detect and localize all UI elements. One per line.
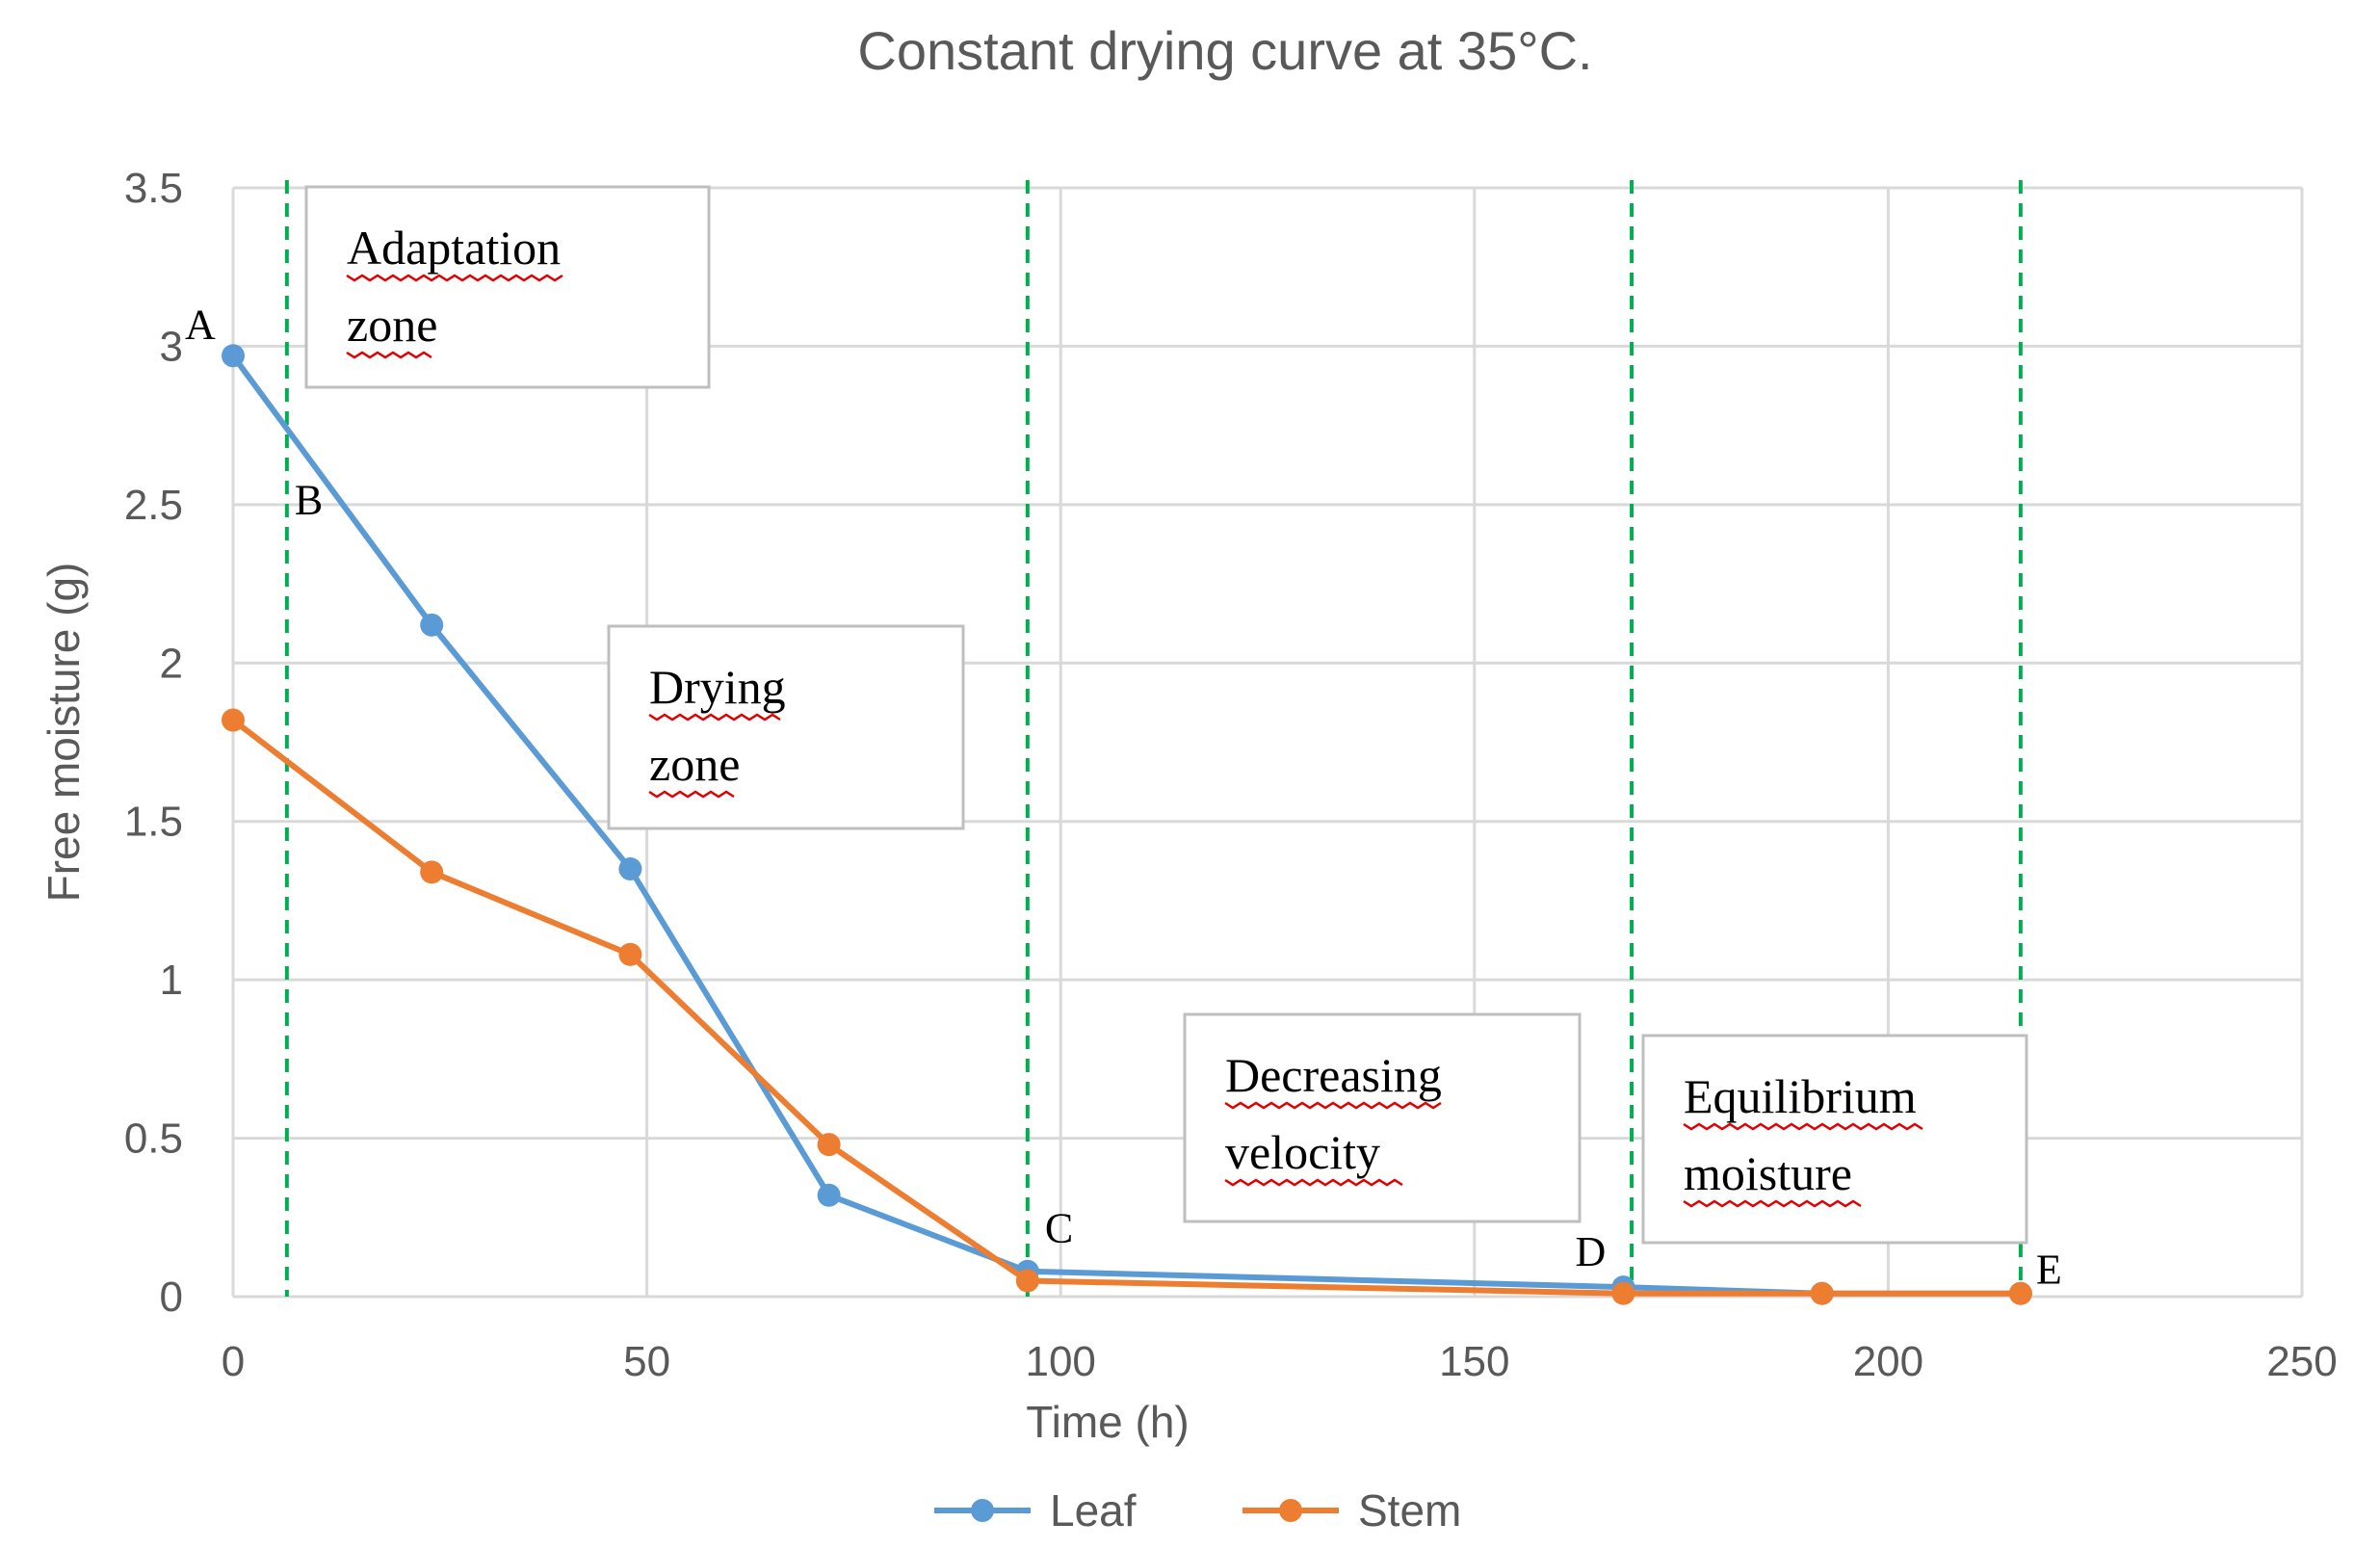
zone-box-frame: [1641, 1034, 2028, 1245]
zone-box-frame: [1183, 1012, 1582, 1223]
zone-label-line: Equilibrium: [1684, 1069, 1917, 1123]
x-tick-label: 200: [1853, 1338, 1923, 1385]
data-point-stem: [1611, 1281, 1635, 1305]
x-tick-label: 50: [623, 1338, 670, 1385]
legend-label: Stem: [1358, 1485, 1461, 1536]
zone-annotations: Adaptation zone Drying zone Decreasing veloci…: [304, 185, 2028, 1245]
y-tick-label: 1.5: [124, 799, 183, 846]
x-tick-label: 0: [222, 1338, 245, 1385]
zone-box-equilibrium: Equilibrium moisture: [1641, 1034, 2028, 1245]
zone-box-drying: Drying zone: [607, 624, 965, 830]
point-label-b: B: [295, 477, 323, 524]
axes: 0 0.5 1 1.5 2 2.5 3 3.5 0 50 100 150 200 250: [124, 165, 2338, 1385]
data-point-stem: [2008, 1281, 2032, 1305]
point-labels: A B C D E: [185, 301, 2062, 1293]
data-point-leaf: [618, 857, 642, 881]
x-tick-label: 100: [1025, 1338, 1095, 1385]
series-stem: [222, 708, 2032, 1305]
point-label-a: A: [185, 301, 216, 348]
y-tick-label: 3: [160, 323, 183, 370]
y-tick-label: 2: [160, 640, 183, 687]
zone-box-adaptation: Adaptation zone: [304, 185, 711, 389]
point-label-d: D: [1575, 1228, 1606, 1275]
point-label-c: C: [1045, 1205, 1073, 1252]
chart-title: Constant drying curve at 35°C.: [857, 20, 1592, 81]
spellcheck-underline: [1224, 1178, 1403, 1187]
data-point-stem: [420, 860, 444, 884]
zone-box-frame: [607, 624, 965, 830]
spellcheck-underline: [648, 713, 781, 722]
legend[interactable]: Leaf Stem: [934, 1485, 1461, 1536]
data-point-leaf: [817, 1183, 841, 1207]
y-tick-label: 2.5: [124, 482, 183, 529]
y-tick-label: 0: [160, 1273, 183, 1321]
zone-box-frame: [304, 185, 711, 389]
data-point-leaf: [222, 344, 245, 368]
spellcheck-underline: [1683, 1122, 1923, 1131]
legend-item-leaf[interactable]: Leaf: [934, 1485, 1137, 1536]
data-point-stem: [1810, 1281, 1834, 1305]
spellcheck-underline: [346, 274, 563, 282]
x-axis-label: Time (h): [1026, 1397, 1190, 1447]
zone-label-line: moisture: [1684, 1146, 1852, 1200]
zone-label-line: zone: [347, 298, 437, 352]
y-tick-label: 0.5: [124, 1116, 183, 1163]
zone-label-line: zone: [649, 737, 740, 791]
zone-label-line: Decreasing: [1225, 1048, 1442, 1102]
spellcheck-underline: [648, 790, 735, 799]
data-series: [222, 344, 2032, 1305]
zone-label-line: velocity: [1225, 1125, 1380, 1179]
spellcheck-underline: [346, 351, 432, 359]
legend-swatch-marker: [1279, 1499, 1302, 1522]
legend-label: Leaf: [1050, 1485, 1137, 1536]
y-tick-label: 3.5: [124, 165, 183, 212]
y-tick-label: 1: [160, 957, 183, 1004]
point-label-e: E: [2036, 1247, 2062, 1294]
data-point-stem: [222, 708, 245, 732]
x-tick-label: 250: [2266, 1338, 2337, 1385]
series-line-stem: [231, 718, 2021, 1297]
legend-swatch-marker: [971, 1499, 994, 1522]
zone-label-line: Drying: [649, 660, 786, 714]
data-point-stem: [1015, 1269, 1039, 1293]
zone-label-line: Adaptation: [347, 221, 561, 275]
x-tick-label: 150: [1439, 1338, 1509, 1385]
zone-box-decreasing: Decreasing velocity: [1183, 1012, 1582, 1223]
spellcheck-underline: [1224, 1101, 1442, 1110]
data-point-stem: [817, 1133, 841, 1157]
spellcheck-underline: [1683, 1199, 1862, 1208]
data-point-stem: [618, 942, 642, 966]
legend-item-stem[interactable]: Stem: [1242, 1485, 1461, 1536]
y-axis-label: Free moisture (g): [39, 563, 89, 903]
data-point-leaf: [420, 613, 444, 637]
